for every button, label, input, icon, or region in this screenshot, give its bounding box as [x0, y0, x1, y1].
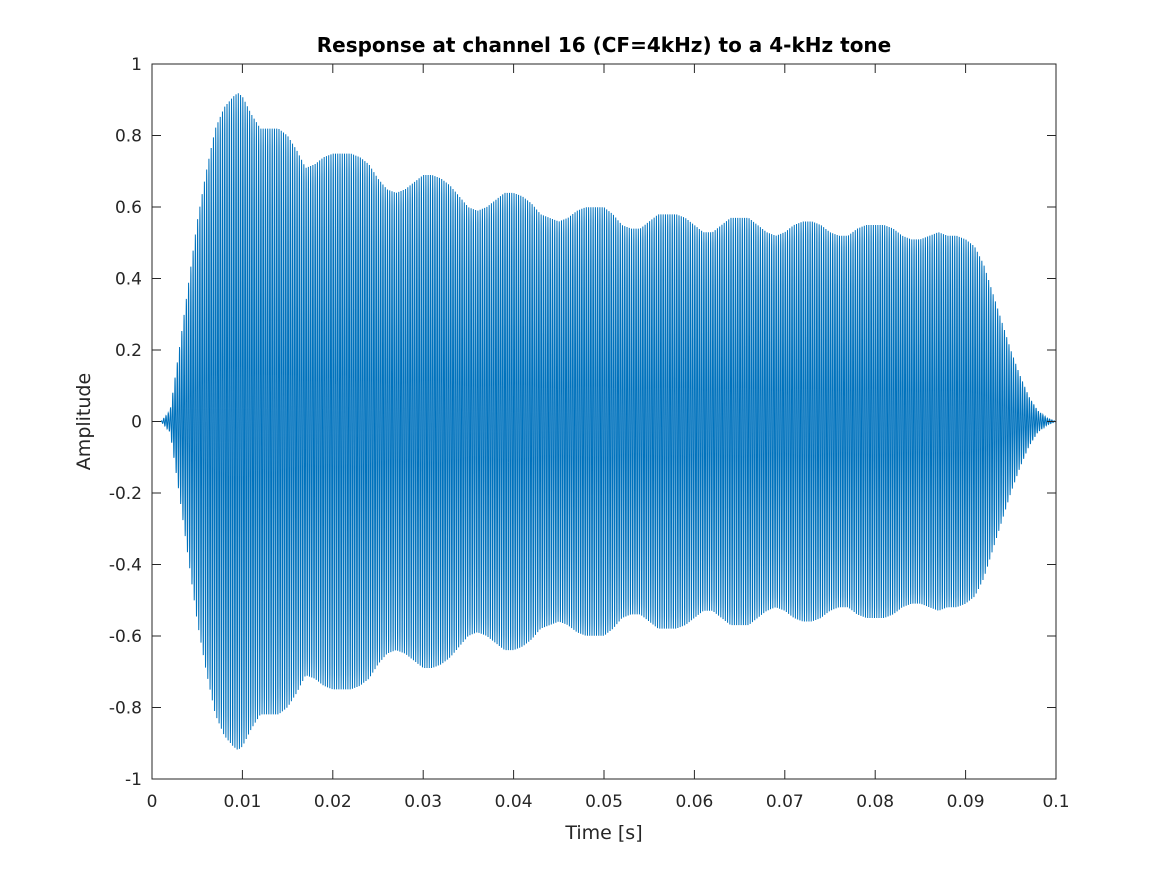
signal-line — [152, 93, 1057, 750]
y-tick-label: -0.2 — [109, 484, 142, 504]
x-tick-label: 0.05 — [585, 792, 623, 812]
x-tick-label: 0.02 — [314, 792, 352, 812]
y-tick-label: -1 — [125, 770, 142, 790]
y-tick-label: 0.8 — [115, 127, 142, 147]
y-tick-label: 0 — [131, 413, 142, 433]
y-tick-label: -0.6 — [109, 627, 142, 647]
x-tick-label: 0.03 — [404, 792, 442, 812]
y-axis-ticks: -1 -0.8 -0.6 -0.4 -0.2 0 0.2 0.4 0.6 0.8 1 — [109, 55, 1056, 790]
y-tick-label: -0.8 — [109, 699, 142, 719]
plot-area: 0 0.01 0.02 0.03 0.04 0.05 0.06 0.07 0.08 0.09 0.1… — [109, 55, 1070, 812]
x-tick-label: 0.07 — [766, 792, 804, 812]
series-layer — [152, 93, 1057, 750]
x-tick-label: 0.1 — [1042, 792, 1069, 812]
y-tick-label: 0.4 — [115, 270, 142, 290]
y-tick-label: 0.6 — [115, 198, 142, 218]
chart-title: Response at channel 16 (CF=4kHz) to a 4-… — [317, 33, 891, 57]
x-tick-label: 0 — [147, 792, 158, 812]
y-tick-label: 0.2 — [115, 341, 142, 361]
x-axis-ticks: 0 0.01 0.02 0.03 0.04 0.05 0.06 0.07 0.08 0.09 0.1 — [147, 64, 1070, 812]
x-tick-label: 0.08 — [856, 792, 894, 812]
x-tick-label: 0.04 — [495, 792, 533, 812]
y-tick-label: -0.4 — [109, 556, 142, 576]
x-tick-label: 0.09 — [947, 792, 985, 812]
x-tick-label: 0.01 — [223, 792, 261, 812]
x-tick-label: 0.06 — [675, 792, 713, 812]
y-tick-label: 1 — [131, 55, 142, 75]
y-axis-label: Amplitude — [73, 373, 95, 470]
x-axis-label: Time [s] — [564, 822, 642, 844]
